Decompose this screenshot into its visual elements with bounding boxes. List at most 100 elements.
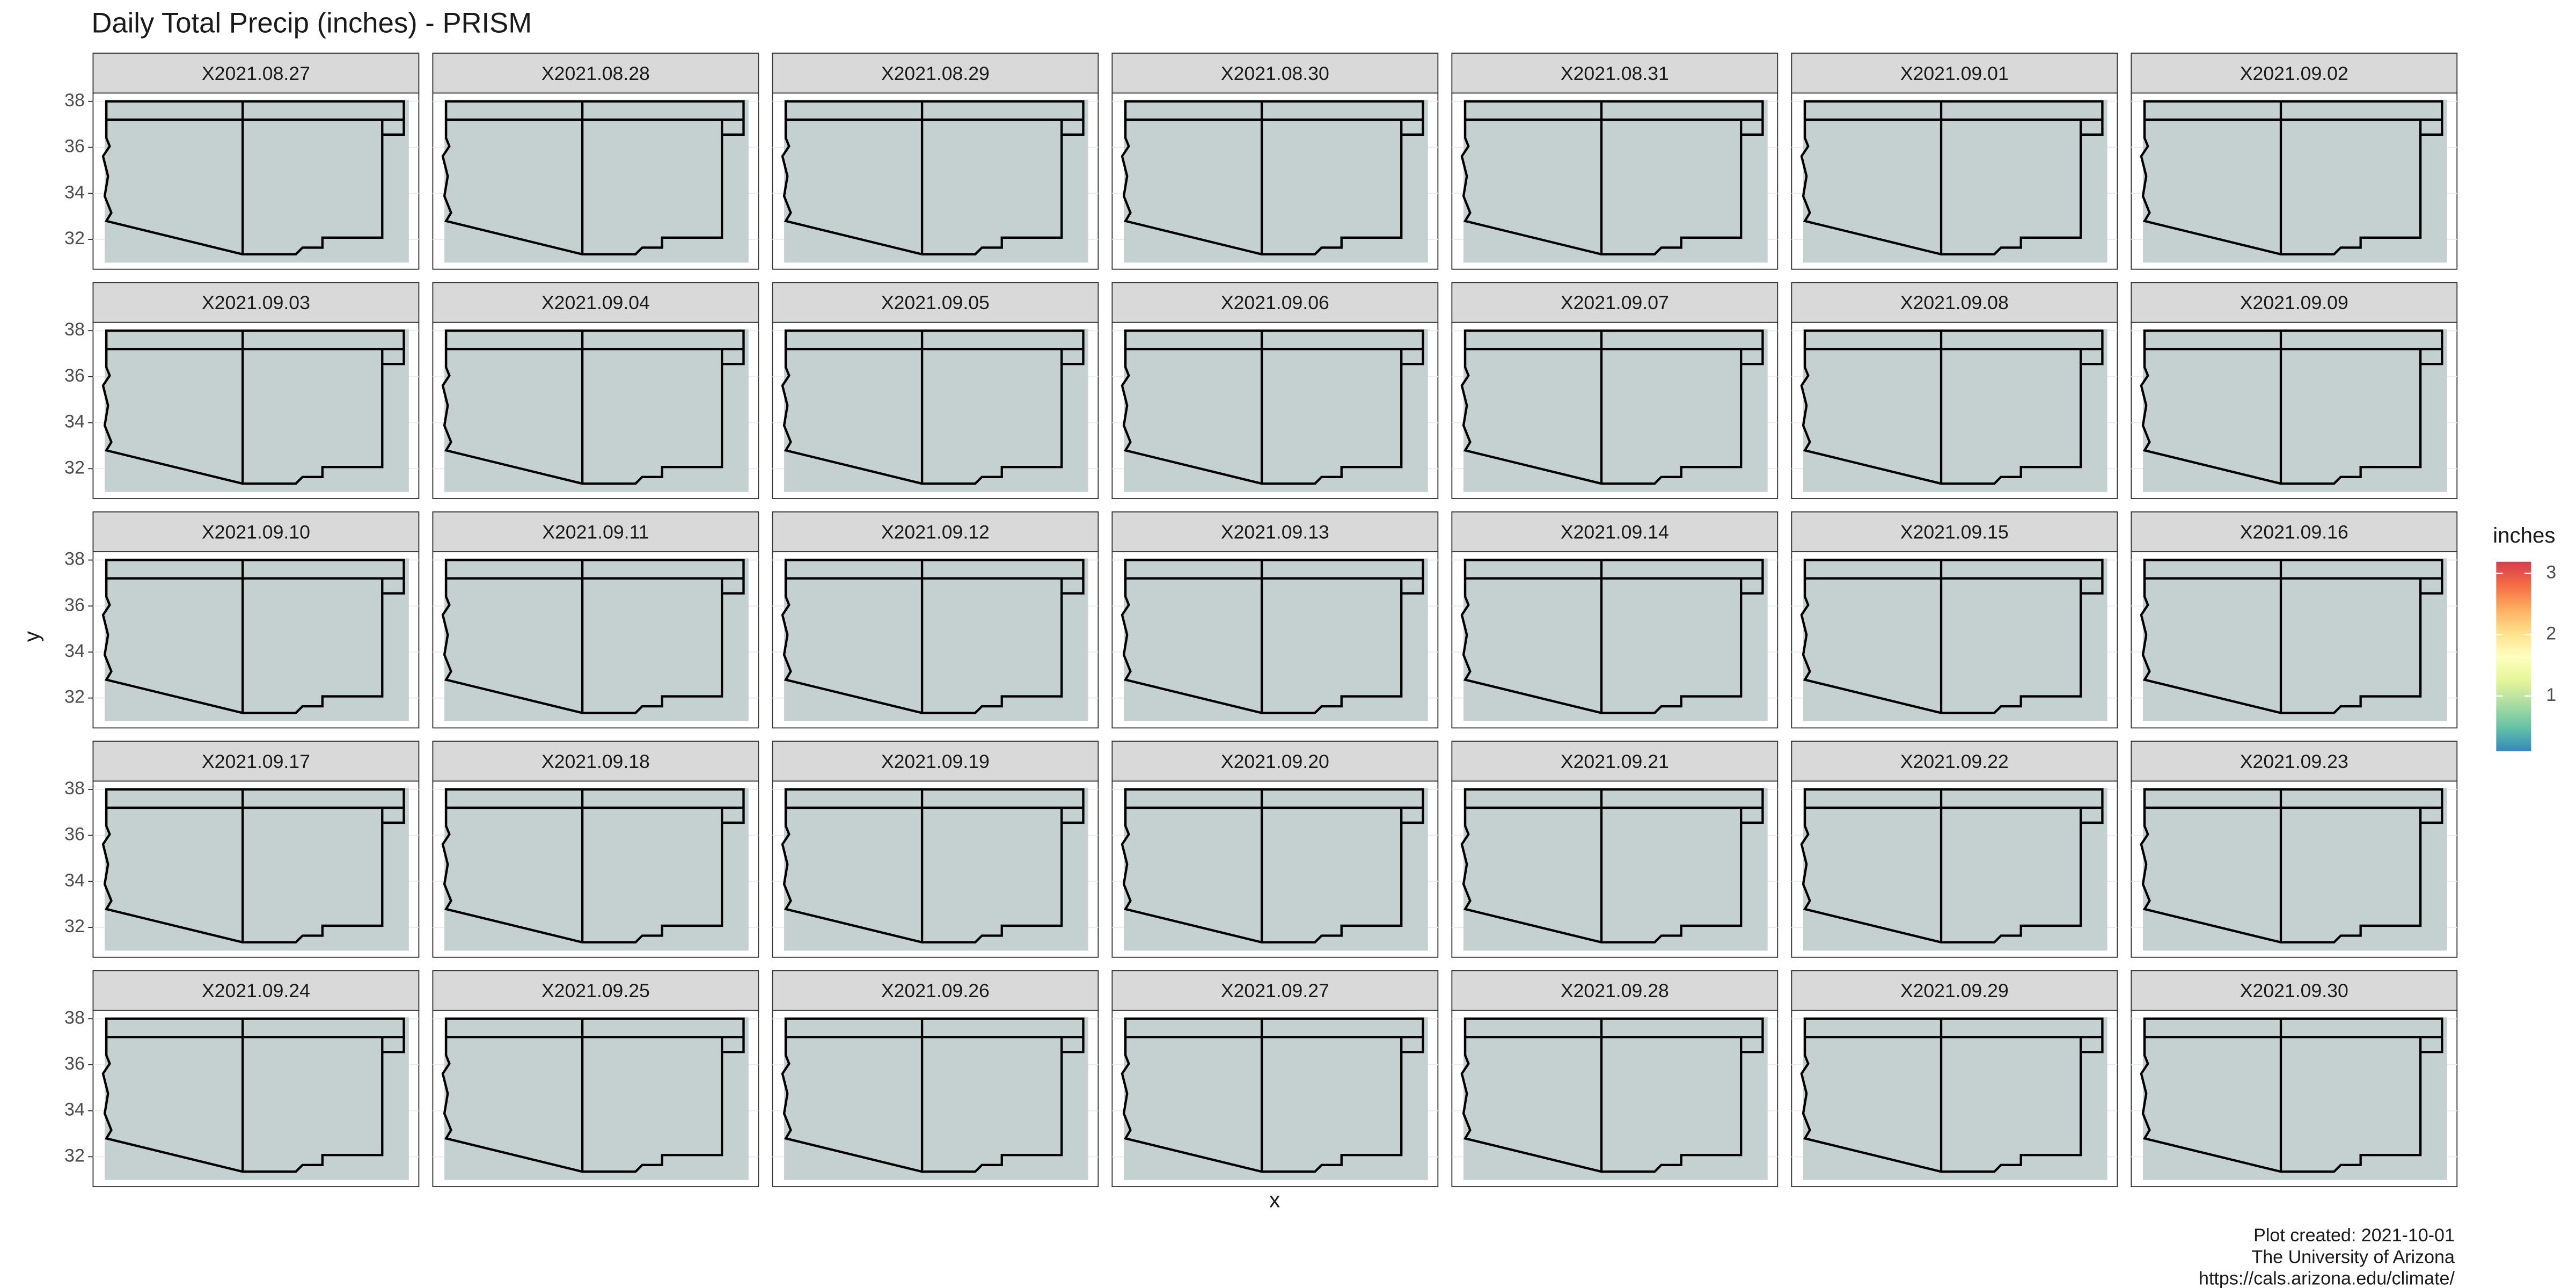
- map-background: [1124, 558, 1428, 721]
- y-tick-label: 32: [64, 916, 85, 936]
- map-background: [444, 99, 749, 263]
- map: [1121, 787, 1428, 951]
- state-outline: [1460, 1018, 1764, 1173]
- facet-strip: [1451, 53, 1779, 94]
- state-outline: [441, 788, 745, 944]
- facet-label: X2021.09.13: [1221, 521, 1329, 543]
- facet-label: X2021.09.05: [881, 292, 990, 313]
- y-tick-label: 32: [64, 687, 85, 707]
- map-background: [444, 329, 749, 492]
- facet-strip: [1451, 741, 1779, 782]
- caption: https://cals.arizona.edu/climate/: [2199, 1269, 2455, 1288]
- facet-strip: [2131, 970, 2458, 1011]
- map: [1800, 329, 2107, 492]
- facet-label: X2021.09.16: [2240, 521, 2348, 543]
- y-tick-label: 36: [64, 595, 85, 615]
- facet-label: X2021.09.25: [541, 980, 650, 1001]
- state-outline: [1460, 559, 1764, 714]
- map-background: [1803, 787, 2107, 951]
- facet-label: X2021.09.01: [1900, 63, 2009, 84]
- state-border: [2145, 331, 2442, 484]
- y-tick-label: 34: [64, 870, 85, 890]
- facet-label: X2021.08.31: [1561, 63, 1669, 84]
- facet-label: X2021.09.21: [1561, 751, 1669, 772]
- y-tick-label: 34: [64, 1100, 85, 1120]
- map: [101, 99, 409, 263]
- state-outline: [2140, 100, 2443, 255]
- state-border: [446, 789, 744, 942]
- state-border: [1805, 789, 2103, 942]
- facet-label: X2021.09.24: [202, 980, 310, 1001]
- facet-strip: [2131, 741, 2458, 782]
- map: [1460, 558, 1768, 721]
- state-border: [1125, 1019, 1423, 1172]
- state-border: [106, 789, 404, 942]
- map-background: [2142, 329, 2447, 492]
- map: [781, 558, 1088, 721]
- state-outline: [781, 788, 1085, 944]
- facet-strip: [2131, 511, 2458, 553]
- caption: Plot created: 2021-10-01: [2253, 1225, 2455, 1246]
- map: [1800, 99, 2107, 263]
- state-border: [2145, 560, 2442, 713]
- state-outline: [1121, 100, 1424, 255]
- map: [1800, 558, 2107, 721]
- facet-strip: [432, 282, 759, 323]
- facet-strip: [1111, 511, 1439, 553]
- map-background: [784, 329, 1088, 492]
- state-outline: [1121, 1018, 1424, 1173]
- y-tick-label: 36: [64, 824, 85, 845]
- facet-label: X2021.09.28: [1561, 980, 1669, 1001]
- map-background: [1124, 329, 1428, 492]
- state-border: [1125, 789, 1423, 942]
- state-border: [446, 101, 744, 254]
- state-border: [786, 560, 1084, 713]
- map: [441, 787, 749, 951]
- state-outline: [1121, 788, 1424, 944]
- map-background: [2142, 99, 2447, 263]
- map: [1460, 1017, 1768, 1180]
- map: [101, 787, 409, 951]
- state-border: [446, 331, 744, 484]
- map: [781, 787, 1088, 951]
- state-border: [446, 1019, 744, 1172]
- facet-strip: [772, 511, 1099, 553]
- facet-strip: [1111, 282, 1439, 323]
- map: [101, 1017, 409, 1180]
- map-background: [1803, 99, 2107, 263]
- state-border: [1805, 101, 2103, 254]
- y-tick-label: 34: [64, 182, 85, 202]
- state-border: [106, 1019, 404, 1172]
- facet-strip: [1791, 511, 2118, 553]
- state-border: [1465, 560, 1763, 713]
- facet-label: X2021.09.27: [1221, 980, 1329, 1001]
- map-background: [444, 1017, 749, 1180]
- state-outline: [101, 330, 405, 485]
- state-outline: [1800, 330, 2104, 485]
- state-border: [1125, 331, 1423, 484]
- state-border: [106, 560, 404, 713]
- legend-tick-label: 2: [2546, 624, 2556, 644]
- facet-label: X2021.09.30: [2240, 980, 2348, 1001]
- facet-label: X2021.09.04: [541, 292, 650, 313]
- y-tick-label: 38: [64, 778, 85, 799]
- facet-strip: [92, 282, 420, 323]
- facet-strip: [1791, 741, 2118, 782]
- map-background: [784, 1017, 1088, 1180]
- facet-strip: [92, 53, 420, 94]
- map: [2140, 1017, 2447, 1180]
- facet-strip: [1451, 511, 1779, 553]
- legend-tick-label: 3: [2546, 562, 2556, 582]
- state-border: [2145, 101, 2442, 254]
- state-outline: [1121, 330, 1424, 485]
- state-outline: [1800, 788, 2104, 944]
- facet-strip: [92, 741, 420, 782]
- facet-label: X2021.09.18: [541, 751, 650, 772]
- state-outline: [781, 330, 1085, 485]
- state-outline: [1460, 788, 1764, 944]
- map: [441, 329, 749, 492]
- y-tick-label: 34: [64, 641, 85, 661]
- map: [781, 329, 1088, 492]
- map-background: [1124, 1017, 1428, 1180]
- state-outline: [441, 559, 745, 714]
